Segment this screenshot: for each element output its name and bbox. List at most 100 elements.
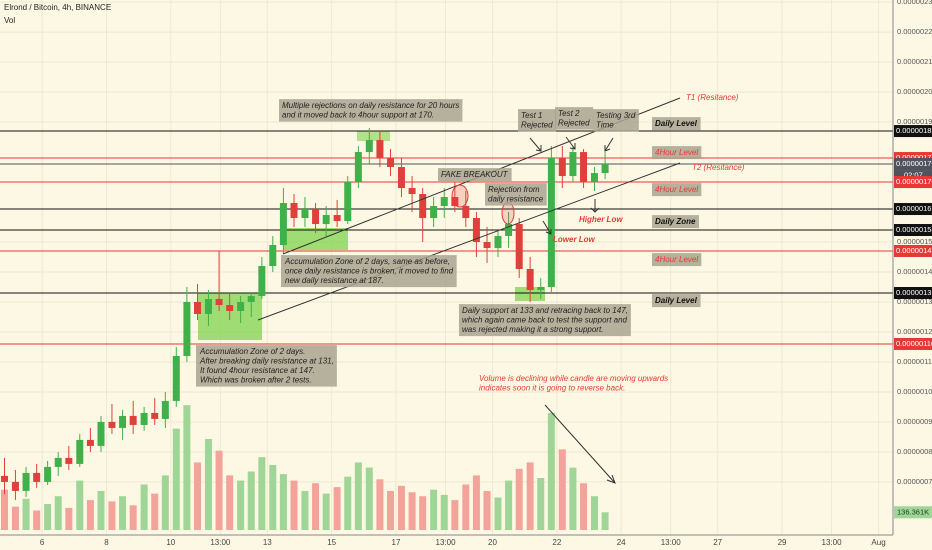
- candle-body: [472, 218, 480, 243]
- volume-bar: [590, 496, 598, 530]
- annotation-box: [485, 183, 547, 206]
- annotation-text: After breaking daily resistance at 131,: [199, 357, 334, 366]
- candles: [1, 128, 609, 500]
- volume-bar: [601, 512, 609, 530]
- annotations: Multiple rejections on daily resistance …: [196, 93, 745, 393]
- annotation-text: Daily Level: [655, 296, 698, 305]
- candle-body: [526, 268, 534, 290]
- level-label-box: [894, 337, 932, 350]
- candle-body: [22, 472, 30, 491]
- volume-bar: [258, 457, 266, 530]
- annotation-text: once daily resistance is broken, it move…: [285, 267, 454, 276]
- x-tick-label: 13:00: [661, 538, 682, 547]
- circle: [451, 184, 469, 208]
- annotation-text: daily resistance: [488, 195, 544, 204]
- annotation: Accumulation Zone of 2 days.After breaki…: [196, 345, 337, 387]
- volume-bar: [204, 439, 212, 530]
- annotation-box: [518, 109, 557, 132]
- volume-bar: [312, 483, 320, 530]
- grid: [0, 0, 893, 535]
- x-tick-label: 22: [552, 538, 561, 547]
- candle-body: [505, 224, 513, 237]
- annotation-text: 4Hour Level: [655, 148, 698, 157]
- arrow: [565, 136, 576, 150]
- volume-bar: [194, 462, 202, 530]
- annotation: FAKE BREAKOUT: [438, 168, 512, 182]
- volume-bar: [505, 480, 513, 530]
- candle-body: [537, 286, 545, 290]
- level-label-box: [894, 176, 932, 189]
- x-tick-label: 6: [40, 538, 45, 547]
- candle-body: [547, 158, 555, 287]
- arrow: [590, 199, 600, 213]
- volume-bar: [290, 480, 298, 530]
- annotation-box: [652, 146, 702, 160]
- annotation-text: T2 (Resitance): [692, 163, 745, 172]
- volume-bar: [430, 489, 438, 530]
- volume-bar: [526, 462, 534, 530]
- volume-bar: [215, 450, 223, 530]
- levels: [0, 130, 893, 345]
- annotation-box: [652, 117, 701, 131]
- level-label: 0.00000178: [896, 153, 932, 162]
- candle-body: [279, 203, 287, 246]
- annotation-text: Accumulation Zone of 2 days, same as bef…: [284, 257, 450, 266]
- volume-bar: [1, 489, 9, 530]
- arrow: [544, 404, 616, 484]
- annotation: Daily Level: [652, 117, 701, 131]
- candle-body: [97, 421, 105, 446]
- level-label-box: [894, 158, 932, 171]
- price-axis: [893, 0, 932, 535]
- annotation: Accumulation Zone of 2 days, same as bef…: [281, 255, 457, 288]
- annotation-text: was rejected making it a strong support.: [462, 325, 603, 334]
- annotation-text: Higher Low: [579, 215, 623, 224]
- candle-body: [108, 421, 116, 428]
- annotation-text: Volume is declining while candle are mov…: [479, 374, 668, 383]
- candle-body: [376, 140, 384, 159]
- volume-bar: [376, 479, 384, 530]
- volume-label: 136.361K: [897, 507, 929, 516]
- annotation: Daily support at 133 and retracing back …: [459, 304, 631, 337]
- candle-body: [44, 466, 52, 482]
- annotation-text: Rejection from: [488, 185, 540, 194]
- x-tick-label: 13:00: [822, 538, 843, 547]
- candle-body: [215, 298, 223, 305]
- annotation: 4Hour Level: [652, 253, 702, 267]
- annotation-text: It found 4hour resistance at 147.: [200, 366, 315, 375]
- candle-body: [194, 301, 202, 314]
- volume-bar: [397, 485, 405, 530]
- level-label: 0.00000176: [896, 159, 932, 168]
- annotation: T2 (Resitance): [692, 163, 745, 172]
- candle-body: [247, 295, 255, 302]
- annotation-box: [652, 215, 700, 229]
- volume-bar: [472, 475, 480, 530]
- volume-bar: [172, 428, 180, 530]
- annotation-text: 4Hour Level: [655, 185, 698, 194]
- level-label-box: [894, 203, 932, 216]
- x-tick-label: 8: [104, 538, 109, 547]
- annotation-text: Rejected: [521, 121, 553, 130]
- candle-body: [451, 197, 459, 207]
- annotation: Higher Low: [579, 215, 623, 224]
- volume-bar: [440, 494, 448, 530]
- candle-body: [258, 266, 266, 296]
- volume-bar: [515, 468, 523, 530]
- volume-bar: [547, 413, 555, 530]
- level-label-box: [894, 125, 932, 138]
- arrow: [529, 137, 542, 152]
- volume-bar: [269, 465, 277, 530]
- arrow: [542, 220, 552, 235]
- level-label: 0.00000116: [896, 339, 932, 348]
- x-tick-label: 29: [778, 538, 787, 547]
- volume-bar: [354, 462, 362, 530]
- candle-body: [204, 298, 212, 314]
- annotation: T1 (Resitance): [686, 93, 739, 102]
- annotation-box: [459, 304, 631, 337]
- x-tick-label: Aug: [871, 538, 885, 547]
